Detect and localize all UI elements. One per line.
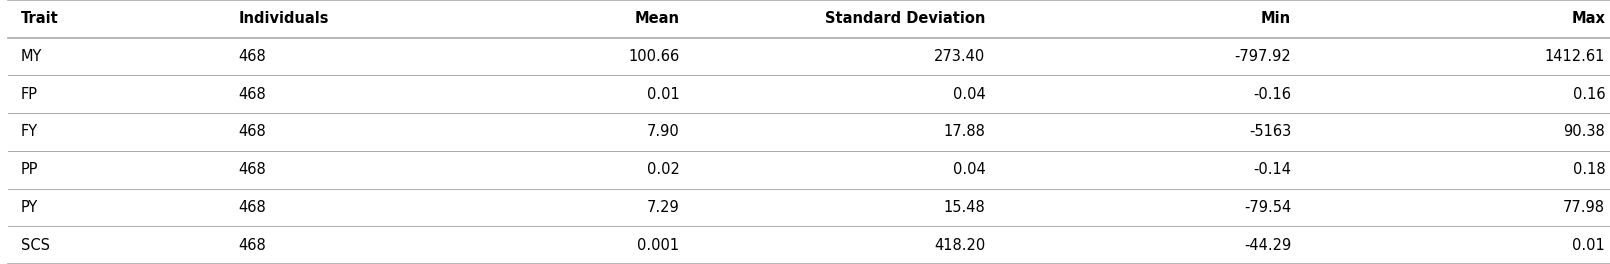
Text: -44.29: -44.29 [1245,238,1291,253]
Text: 0.02: 0.02 [647,162,679,177]
Text: -79.54: -79.54 [1245,200,1291,215]
Text: 468: 468 [238,162,266,177]
Text: Min: Min [1261,11,1291,26]
Text: PP: PP [21,162,39,177]
Text: 0.18: 0.18 [1573,162,1605,177]
Text: FY: FY [21,125,39,139]
Text: SCS: SCS [21,238,50,253]
Text: 0.16: 0.16 [1573,87,1605,102]
Text: 273.40: 273.40 [934,49,985,64]
Text: 468: 468 [238,200,266,215]
Text: FP: FP [21,87,39,102]
Text: Trait: Trait [21,11,58,26]
Text: 90.38: 90.38 [1563,125,1605,139]
Text: -797.92: -797.92 [1235,49,1291,64]
Text: 100.66: 100.66 [628,49,679,64]
Text: Mean: Mean [634,11,679,26]
Text: 0.001: 0.001 [638,238,679,253]
Text: 7.29: 7.29 [647,200,679,215]
Text: -0.14: -0.14 [1253,162,1291,177]
Text: -0.16: -0.16 [1253,87,1291,102]
Text: 0.01: 0.01 [647,87,679,102]
Text: 1412.61: 1412.61 [1546,49,1605,64]
Text: 468: 468 [238,87,266,102]
Text: 418.20: 418.20 [934,238,985,253]
Text: Max: Max [1571,11,1605,26]
Text: 15.48: 15.48 [943,200,985,215]
Text: MY: MY [21,49,42,64]
Text: 17.88: 17.88 [943,125,985,139]
Text: -5163: -5163 [1249,125,1291,139]
Text: 0.04: 0.04 [953,87,985,102]
Text: 77.98: 77.98 [1563,200,1605,215]
Text: 468: 468 [238,125,266,139]
Text: 0.01: 0.01 [1573,238,1605,253]
Text: PY: PY [21,200,39,215]
Text: Individuals: Individuals [238,11,328,26]
Text: 7.90: 7.90 [647,125,679,139]
Text: 0.04: 0.04 [953,162,985,177]
Text: 468: 468 [238,238,266,253]
Text: 468: 468 [238,49,266,64]
Text: Standard Deviation: Standard Deviation [824,11,985,26]
